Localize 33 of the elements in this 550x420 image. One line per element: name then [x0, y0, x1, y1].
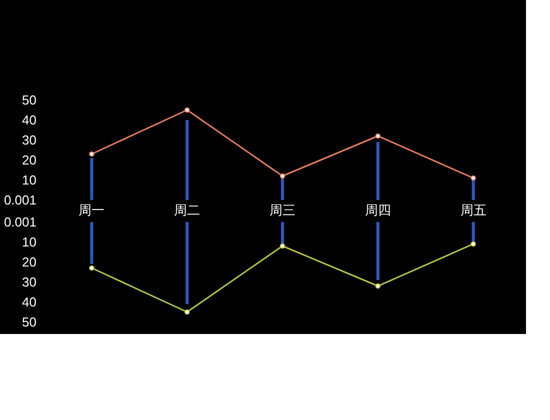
- bar: [376, 222, 380, 280]
- x-tick-label: 周三: [270, 202, 296, 218]
- y-tick-label: 30: [22, 132, 36, 148]
- y-tick-label: 0.001: [4, 192, 36, 208]
- y-tick-label: 10: [22, 172, 36, 188]
- y-tick-label: 50: [22, 92, 36, 108]
- point: [470, 241, 476, 247]
- y-tick-label: 30: [22, 274, 36, 290]
- point: [280, 173, 286, 179]
- bar: [186, 222, 189, 304]
- bar: [90, 158, 94, 200]
- y-tick-label: 20: [22, 254, 36, 270]
- point: [89, 151, 94, 157]
- bar: [376, 142, 380, 200]
- x-tick-label: 周二: [174, 202, 200, 218]
- x-tick-label: 周五: [460, 202, 486, 218]
- point: [375, 133, 381, 139]
- y-tick-label: 20: [22, 152, 36, 168]
- point: [89, 265, 94, 271]
- point: [280, 243, 286, 249]
- y-tick-label: 10: [22, 234, 36, 250]
- point: [470, 175, 476, 181]
- bar: [186, 120, 189, 200]
- point: [375, 283, 381, 289]
- point: [184, 107, 190, 113]
- y-tick-label: 40: [22, 294, 36, 310]
- y-tick-label: 50: [22, 314, 36, 330]
- x-tick-label: 周四: [364, 202, 391, 218]
- x-tick-label: 周一: [78, 202, 105, 218]
- point: [184, 309, 190, 315]
- y-tick-label: 0.001: [4, 214, 36, 230]
- bar: [90, 222, 94, 264]
- y-tick-label: 40: [22, 112, 36, 128]
